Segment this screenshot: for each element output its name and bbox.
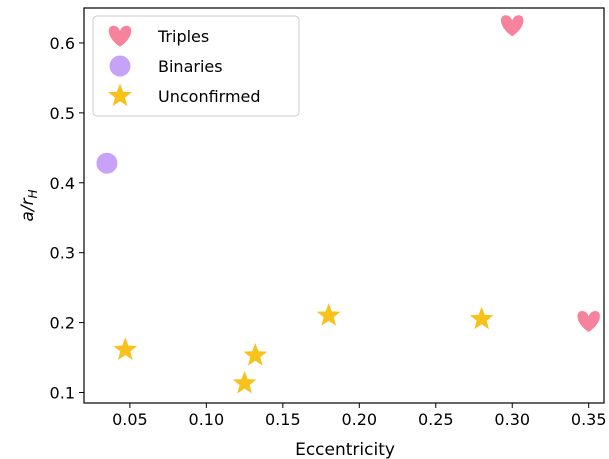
y-tick-label: 0.2 xyxy=(50,314,75,333)
star-point xyxy=(469,306,494,330)
star-point xyxy=(113,337,138,360)
legend-box xyxy=(92,15,300,117)
x-axis-label: Eccentricity xyxy=(295,440,395,459)
data-markers xyxy=(96,15,600,394)
x-tick-label: 0.35 xyxy=(571,410,607,429)
x-tick-label: 0.15 xyxy=(265,410,301,429)
star-point xyxy=(232,370,257,394)
legend-circle-icon xyxy=(109,55,131,77)
y-tick-label: 0.1 xyxy=(50,384,75,403)
y-axis-label-text: a/rH xyxy=(18,189,40,221)
heart-point xyxy=(500,15,524,37)
legend-label: Binaries xyxy=(158,57,223,76)
y-tick-label: 0.3 xyxy=(50,244,75,263)
y-tick-label: 0.6 xyxy=(50,34,75,53)
legend-label: Unconfirmed xyxy=(158,87,261,106)
star-point xyxy=(243,342,268,366)
y-tick-label: 0.5 xyxy=(50,104,75,123)
legend-star-icon xyxy=(108,83,132,107)
y-tick-label: 0.4 xyxy=(50,174,75,193)
x-tick-label: 0.30 xyxy=(494,410,530,429)
y-axis-label: a/rH xyxy=(18,189,40,221)
plot-frame xyxy=(83,7,605,404)
legend: Triples Binaries Unconfirmed xyxy=(92,15,300,117)
legend-heart-icon xyxy=(108,25,132,47)
x-tick-label: 0.05 xyxy=(112,410,148,429)
axes: 0.05 0.10 0.15 0.20 0.25 0.30 0.35 0.1 0.2 0.3 0.4… xyxy=(50,7,607,429)
x-tick-label: 0.10 xyxy=(189,410,225,429)
legend-label: Triples xyxy=(157,27,209,46)
x-tick-label: 0.20 xyxy=(341,410,377,429)
x-tick-label: 0.25 xyxy=(418,410,454,429)
circle-point xyxy=(96,152,118,174)
star-point xyxy=(316,303,341,326)
heart-point xyxy=(577,310,600,333)
